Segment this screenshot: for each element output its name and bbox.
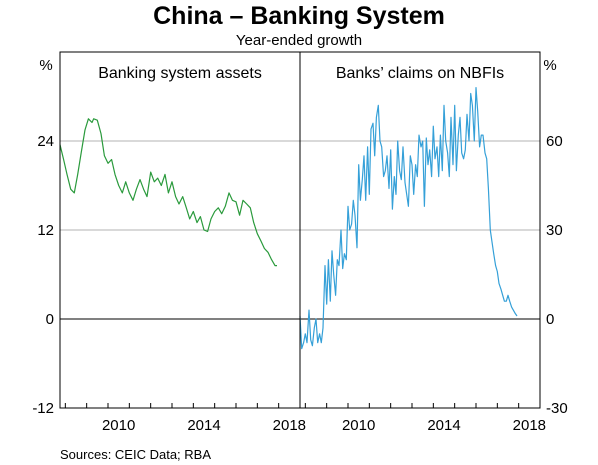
y-tick-right-1: 0 [546, 311, 554, 328]
y-tick-right-2: 30 [546, 222, 563, 239]
series-line-p0-0 [59, 118, 277, 267]
series-line-p1-0 [299, 86, 518, 350]
chart-source: Sources: CEIC Data; RBA [60, 447, 211, 462]
y-unit-right: % [543, 57, 556, 74]
y-tick-left-2: 12 [37, 222, 54, 239]
x-tick-label-p1-1: 2014 [427, 417, 460, 434]
chart-title: China – Banking System [153, 2, 445, 30]
axis-labels: -12 0 12 24 -30 0 30 60 2010 2014 2018 2010 2014 2018 [32, 133, 567, 434]
y-tick-left-1: 0 [46, 311, 54, 328]
y-tick-right-0: -30 [546, 400, 568, 417]
series-group [59, 86, 518, 350]
panel-title-left: Banking system assets [98, 65, 262, 82]
chart-subtitle: Year-ended growth [236, 32, 362, 49]
x-tick-label-p0-1: 2014 [187, 417, 220, 434]
y-tick-left-3: 24 [37, 133, 54, 150]
axes [59, 51, 541, 409]
panel-title-right: Banks’ claims on NBFIs [336, 65, 504, 82]
x-tick-label-p0-2: 2018 [273, 417, 306, 434]
x-tick-label-p1-2: 2018 [513, 417, 546, 434]
y-unit-left: % [39, 57, 52, 74]
x-tick-label-p0-0: 2010 [102, 417, 135, 434]
y-tick-right-3: 60 [546, 133, 563, 150]
x-tick-label-p1-0: 2010 [342, 417, 375, 434]
y-tick-left-0: -12 [32, 400, 54, 417]
